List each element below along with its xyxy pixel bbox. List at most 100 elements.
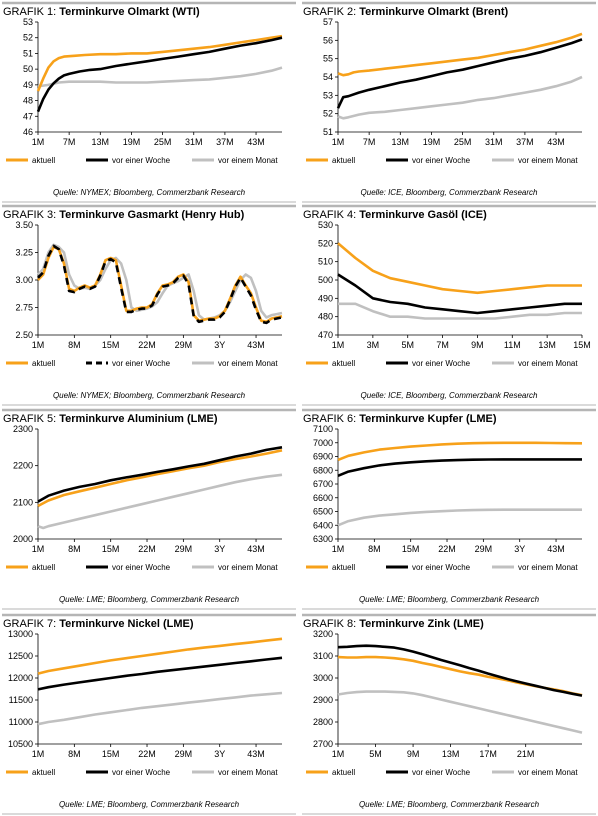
y-tick-label: 500 <box>318 275 333 285</box>
y-tick-label: 7000 <box>313 438 333 448</box>
y-tick-label: 46 <box>23 127 33 137</box>
y-tick-label: 50 <box>23 64 33 74</box>
x-tick-label: 1M <box>32 544 45 554</box>
y-tick-label: 47 <box>23 111 33 121</box>
legend-label: vor einem Monat <box>218 768 278 777</box>
x-tick-label: 21M <box>517 749 535 759</box>
chart-prefix: GRAFIK 1: <box>3 6 59 18</box>
chart-title: GRAFIK 1: Terminkurve Olmarkt (WTI) <box>3 6 200 18</box>
legend-label: vor einem Monat <box>218 359 278 368</box>
legend-label: vor einer Woche <box>112 563 171 572</box>
chart-title-text: Terminkurve Gasmarkt (Henry Hub) <box>59 209 244 221</box>
y-tick-label: 2100 <box>13 497 33 507</box>
chart-prefix: GRAFIK 7: <box>3 618 59 630</box>
series-line-vor-einer-woche <box>336 38 583 109</box>
y-tick-label: 52 <box>23 33 33 43</box>
y-tick-label: 12000 <box>8 673 33 683</box>
chart-svg: GRAFIK 1: Terminkurve Olmarkt (WTI) 46 47 4… <box>2 1 296 203</box>
chart-svg: GRAFIK 6: Terminkurve Kupfer (LME) 6300 64… <box>302 408 596 610</box>
x-tick-label: 25M <box>454 137 472 147</box>
y-tick-label: 470 <box>318 330 333 340</box>
x-tick-label: 22M <box>438 544 456 554</box>
x-tick-label: 5M <box>401 340 414 350</box>
chart-svg: GRAFIK 2: Terminkurve Olmarkt (Brent) 51 5… <box>302 1 596 203</box>
chart-source: Quelle: NYMEX; Bloomberg, Commerzbank Re… <box>53 188 246 197</box>
x-tick-label: 3M <box>367 340 380 350</box>
y-tick-label: 3200 <box>313 629 333 639</box>
chart-source: Quelle: ICE, Bloomberg, Commerzbank Rese… <box>361 188 539 197</box>
x-tick-label: 31M <box>185 137 203 147</box>
y-tick-label: 530 <box>318 220 333 230</box>
y-tick-label: 48 <box>23 96 33 106</box>
chart-title: GRAFIK 5: Terminkurve Aluminium (LME) <box>3 413 218 425</box>
x-tick-label: 15M <box>102 544 120 554</box>
x-tick-label: 22M <box>138 749 156 759</box>
x-tick-label: 3Y <box>214 749 225 759</box>
chart-title-text: Terminkurve Kupfer (LME) <box>359 413 497 425</box>
x-tick-label: 9M <box>407 749 420 759</box>
chart-prefix: GRAFIK 8: <box>303 618 359 630</box>
chart-svg: GRAFIK 4: Terminkurve Gasöl (ICE) 470 480 4… <box>302 204 596 406</box>
legend-label: vor einer Woche <box>112 768 171 777</box>
x-tick-label: 29M <box>475 544 493 554</box>
x-tick-label: 43M <box>547 544 565 554</box>
series-line-vor-einer-woche <box>37 656 283 691</box>
x-tick-label: 22M <box>138 340 156 350</box>
x-tick-label: 1M <box>32 137 45 147</box>
x-tick-label: 1M <box>32 749 45 759</box>
legend-label: vor einer Woche <box>112 359 171 368</box>
x-tick-label: 1M <box>332 137 345 147</box>
x-tick-label: 19M <box>123 137 141 147</box>
chart-title-text: Terminkurve Nickel (LME) <box>59 618 194 630</box>
legend-label: vor einem Monat <box>518 156 578 165</box>
x-tick-label: 15M <box>102 749 120 759</box>
chart-source: Quelle: LME; Bloomberg, Commerzbank Rese… <box>359 595 540 604</box>
y-tick-label: 51 <box>23 48 33 58</box>
y-tick-label: 3.00 <box>15 275 33 285</box>
y-tick-label: 49 <box>23 80 33 90</box>
legend-label: aktuell <box>32 359 55 368</box>
y-tick-label: 55 <box>323 54 333 64</box>
x-tick-label: 1M <box>332 544 345 554</box>
chart-source: Quelle: ICE, Bloomberg, Commerzbank Rese… <box>361 391 539 400</box>
legend-label: aktuell <box>32 156 55 165</box>
y-tick-label: 6500 <box>313 507 333 517</box>
y-tick-label: 56 <box>323 35 333 45</box>
legend-label: aktuell <box>332 563 355 572</box>
series-line-aktuell <box>337 655 583 697</box>
x-tick-label: 43M <box>247 340 265 350</box>
y-tick-label: 13000 <box>8 629 33 639</box>
chart-svg: GRAFIK 5: Terminkurve Aluminium (LME) 200… <box>2 408 296 610</box>
y-tick-label: 520 <box>318 238 333 248</box>
series-line-vor-einer-woche <box>37 446 283 503</box>
series-line-vor-einem-monat <box>337 75 583 120</box>
y-tick-label: 6700 <box>313 479 333 489</box>
x-tick-label: 31M <box>485 137 503 147</box>
chart-title: GRAFIK 6: Terminkurve Kupfer (LME) <box>303 413 497 425</box>
series-line-vor-einer-woche <box>337 458 582 478</box>
chart-prefix: GRAFIK 6: <box>303 413 359 425</box>
legend-label: aktuell <box>332 768 355 777</box>
chart-panel-1: GRAFIK 1: Terminkurve Olmarkt (WTI) 46 47 4… <box>2 1 296 204</box>
chart-prefix: GRAFIK 4: <box>303 209 359 221</box>
chart-title-text: Terminkurve Aluminium (LME) <box>59 413 218 425</box>
chart-title-text: Terminkurve Olmarkt (Brent) <box>359 6 508 18</box>
x-tick-label: 3Y <box>514 544 525 554</box>
chart-panel-4: GRAFIK 4: Terminkurve Gasöl (ICE) 470 480 4… <box>302 204 596 407</box>
series-line-aktuell <box>37 449 283 508</box>
x-tick-label: 13M <box>538 340 556 350</box>
x-tick-label: 43M <box>247 544 265 554</box>
legend-label: aktuell <box>332 359 355 368</box>
x-tick-label: 29M <box>175 340 193 350</box>
y-tick-label: 2900 <box>313 695 333 705</box>
x-tick-label: 37M <box>516 137 534 147</box>
series-line-vor-einer-woche <box>36 36 283 113</box>
y-tick-label: 2200 <box>13 461 33 471</box>
x-tick-label: 15M <box>402 544 420 554</box>
y-tick-label: 54 <box>323 72 333 82</box>
x-tick-label: 1M <box>32 340 45 350</box>
y-tick-label: 510 <box>318 257 333 267</box>
chart-panel-5: GRAFIK 5: Terminkurve Aluminium (LME) 200… <box>2 408 296 611</box>
y-tick-label: 53 <box>323 90 333 100</box>
x-tick-label: 19M <box>423 137 441 147</box>
